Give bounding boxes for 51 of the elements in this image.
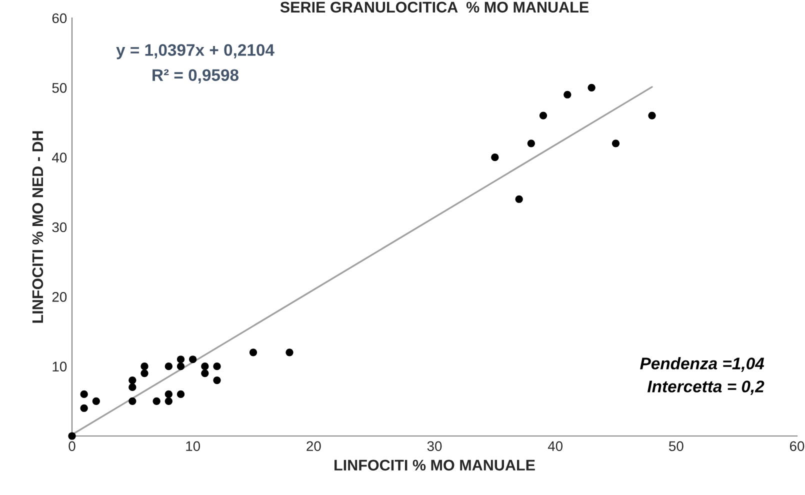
point bbox=[515, 195, 523, 203]
x-tick-label: 10 bbox=[186, 441, 200, 452]
point bbox=[189, 356, 197, 364]
point bbox=[176, 390, 185, 398]
x-axis-title: LINFOCITI % MO MANUALE bbox=[334, 460, 535, 471]
point bbox=[164, 397, 172, 405]
point bbox=[286, 348, 294, 356]
point bbox=[80, 404, 88, 412]
point bbox=[140, 362, 148, 370]
y-axis-title: LINFOCITI % MO NED - DH bbox=[32, 131, 44, 323]
x-tick-label: 60 bbox=[790, 441, 804, 452]
point bbox=[176, 356, 185, 364]
point bbox=[128, 383, 136, 392]
chart-title: SERIE GRANULOCITICA % MO MANUALE bbox=[280, 2, 589, 13]
point bbox=[213, 362, 221, 370]
point bbox=[92, 397, 100, 405]
point bbox=[201, 362, 209, 370]
point bbox=[164, 390, 172, 398]
point bbox=[68, 432, 76, 440]
point bbox=[164, 362, 172, 370]
point bbox=[201, 369, 209, 378]
x-tick-label: 50 bbox=[669, 441, 684, 452]
annotation: R² = 0,9598 bbox=[152, 69, 239, 84]
point bbox=[80, 390, 88, 398]
point bbox=[128, 397, 136, 405]
point bbox=[176, 362, 185, 370]
x-tick-label: 30 bbox=[427, 441, 442, 452]
y-tick-label: 40 bbox=[52, 152, 67, 163]
annotation: Intercetta = 0,2 bbox=[647, 380, 764, 395]
point bbox=[588, 84, 596, 92]
x-tick-label: 20 bbox=[306, 441, 321, 452]
point bbox=[249, 348, 258, 356]
y-tick-label: 60 bbox=[52, 13, 67, 24]
point bbox=[527, 140, 535, 148]
point bbox=[213, 376, 221, 384]
point bbox=[140, 369, 148, 378]
point bbox=[564, 90, 572, 98]
annotation: Pendenza =1,04 bbox=[640, 357, 764, 372]
y-tick-label: 30 bbox=[52, 222, 67, 232]
point bbox=[491, 154, 499, 162]
point bbox=[128, 376, 136, 384]
point bbox=[539, 112, 548, 120]
x-tick-label: 0 bbox=[68, 441, 76, 452]
y-tick-label: 20 bbox=[52, 292, 67, 302]
annotation: y = 1,0397x + 0,2104 bbox=[116, 44, 274, 60]
point bbox=[612, 140, 620, 148]
y-tick-label: 10 bbox=[52, 362, 67, 372]
x-tick-label: 40 bbox=[548, 441, 563, 452]
point bbox=[648, 112, 656, 120]
y-tick-label: 50 bbox=[52, 83, 67, 93]
point bbox=[152, 397, 160, 405]
